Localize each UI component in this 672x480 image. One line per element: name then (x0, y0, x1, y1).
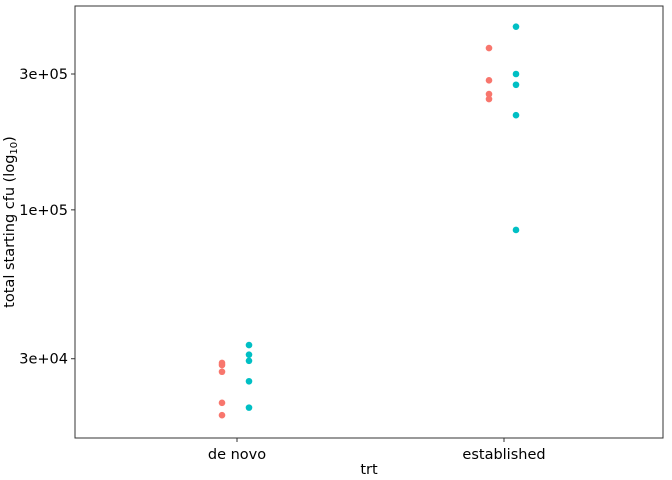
data-point (245, 404, 253, 411)
data-point (218, 368, 226, 376)
data-point (218, 399, 226, 407)
plot-panel (74, 5, 664, 439)
data-point (485, 90, 493, 98)
data-point (245, 357, 253, 365)
data-point (245, 351, 253, 358)
y-tick-label: 3e+05 (19, 67, 68, 83)
y-tick-label: 1e+05 (19, 203, 68, 219)
data-point (512, 70, 520, 78)
y-tick-label: 3e+04 (19, 352, 68, 368)
x-axis-title: trt (360, 462, 378, 478)
data-point (218, 361, 226, 369)
y-axis: 3e+04 1e+05 3e+05 (19, 67, 75, 368)
y-axis-title-close: ) (2, 136, 18, 142)
data-point (485, 44, 493, 52)
data-point (485, 95, 493, 103)
x-tick-label: de novo (208, 447, 266, 463)
x-tick-label: established (462, 447, 545, 463)
data-point (512, 81, 520, 89)
data-points (218, 23, 520, 419)
data-point (245, 377, 253, 385)
data-point (245, 341, 253, 349)
data-point (512, 226, 520, 234)
data-point (218, 411, 226, 419)
data-point (512, 111, 520, 119)
y-axis-title: total starting cfu (log10) (2, 136, 20, 308)
y-axis-title-main: total starting cfu (log (2, 155, 18, 308)
data-point (512, 23, 520, 30)
y-axis-title-subscript: 10 (9, 142, 20, 155)
data-point (485, 77, 493, 84)
x-axis: de novo established (208, 438, 546, 463)
